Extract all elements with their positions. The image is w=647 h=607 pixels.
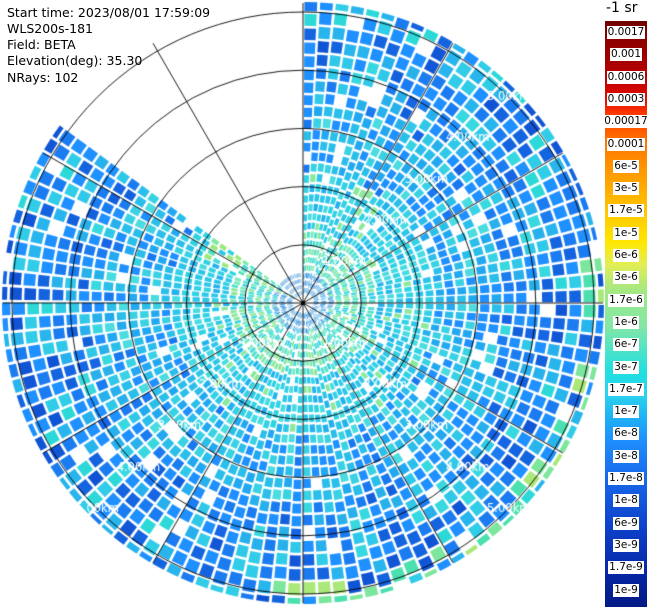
colorbar-tick-text: 3e-7 — [613, 360, 639, 374]
colorbar-tick-label: 3e-8 — [605, 449, 647, 463]
colorbar-tick-label: 0.0001 — [605, 137, 647, 151]
colorbar-tick-label: 1.7e-9 — [605, 561, 647, 575]
colorbar-tick-text: 3e-6 — [613, 271, 639, 285]
colorbar-tick-label: 3e-7 — [605, 360, 647, 374]
colorbar-tick-label: 6e-5 — [605, 159, 647, 173]
colorbar-tick-text: 6e-7 — [613, 338, 639, 352]
colorbar-tick-text: 3e-5 — [613, 182, 639, 196]
colorbar-tick-label: 0.00017 — [603, 115, 647, 129]
info-line-nrays: NRays: 102 — [7, 70, 79, 85]
colorbar-tick-text: 6e-5 — [613, 159, 639, 173]
colorbar-tick-text: 0.0003 — [606, 92, 646, 106]
colorbar-tick-label: 1e-7 — [605, 405, 647, 419]
colorbar-tick-label: 6e-7 — [605, 338, 647, 352]
colorbar-tick-text: 0.0017 — [606, 26, 646, 39]
info-line-field: Field: BETA — [7, 37, 76, 52]
colorbar-tick-text: 1.7e-7 — [608, 382, 644, 396]
colorbar-tick-text: 6e-6 — [613, 249, 639, 262]
colorbar-tick-label: 1e-9 — [605, 583, 647, 597]
colorbar-tick-text: 0.0001 — [606, 137, 646, 151]
info-line-elevation: Elevation(deg): 35.30 — [7, 53, 143, 68]
colorbar-tick-label: 1e-6 — [605, 315, 647, 329]
colorbar-tick-text: 1e-7 — [613, 405, 639, 419]
colorbar-tick-label: 3e-9 — [605, 538, 647, 552]
info-line-instrument: WLS200s-181 — [7, 21, 93, 36]
colorbar-tick-text: 1e-8 — [613, 494, 639, 508]
colorbar-tick-label: 1.7e-8 — [605, 472, 647, 485]
colorbar-tick-label: 3e-6 — [605, 271, 647, 285]
colorbar-tick-label: 0.0006 — [605, 70, 647, 84]
colorbar-tick-text: 1e-9 — [613, 583, 639, 597]
colorbar-tick-text: 6e-8 — [613, 427, 639, 441]
colorbar-tick-text: 6e-9 — [613, 516, 639, 530]
colorbar-tick-text: 1.7e-5 — [608, 204, 644, 218]
colorbar-tick-label: 1.7e-5 — [605, 204, 647, 218]
colorbar-tick-text: 1.7e-8 — [608, 472, 644, 485]
colorbar-tick-text: 0.0006 — [606, 70, 646, 84]
colorbar-tick-label: 6e-6 — [605, 249, 647, 262]
colorbar-tick-text: 1e-5 — [613, 226, 639, 240]
info-line-start-time: Start time: 2023/08/01 17:59:09 — [7, 5, 211, 20]
colorbar-tick-label: 1e-5 — [605, 226, 647, 240]
colorbar-tick-label: 3e-5 — [605, 182, 647, 196]
colorbar-tick-label: 0.0003 — [605, 92, 647, 106]
colorbar-tick-label: 0.001 — [605, 48, 647, 62]
colorbar-title: -1 sr — [606, 0, 638, 16]
colorbar-tick-label: 6e-8 — [605, 427, 647, 441]
colorbar-tick-text: 3e-9 — [613, 538, 639, 552]
colorbar-tick-text: 1.7e-6 — [608, 293, 644, 307]
colorbar-tick-text: 3e-8 — [613, 449, 639, 463]
colorbar-tick-label: 1e-8 — [605, 494, 647, 508]
colorbar-tick-text: 0.00017 — [603, 115, 647, 129]
colorbar-tick-label: 0.0017 — [605, 26, 647, 39]
colorbar-tick-label: 6e-9 — [605, 516, 647, 530]
colorbar-tick-text: 1.7e-9 — [608, 561, 644, 575]
colorbar-tick-label: 1.7e-7 — [605, 382, 647, 396]
colorbar-tick-label: 1.7e-6 — [605, 293, 647, 307]
colorbar-tick-text: 1e-6 — [613, 315, 639, 329]
colorbar-tick-text: 0.001 — [609, 48, 643, 62]
